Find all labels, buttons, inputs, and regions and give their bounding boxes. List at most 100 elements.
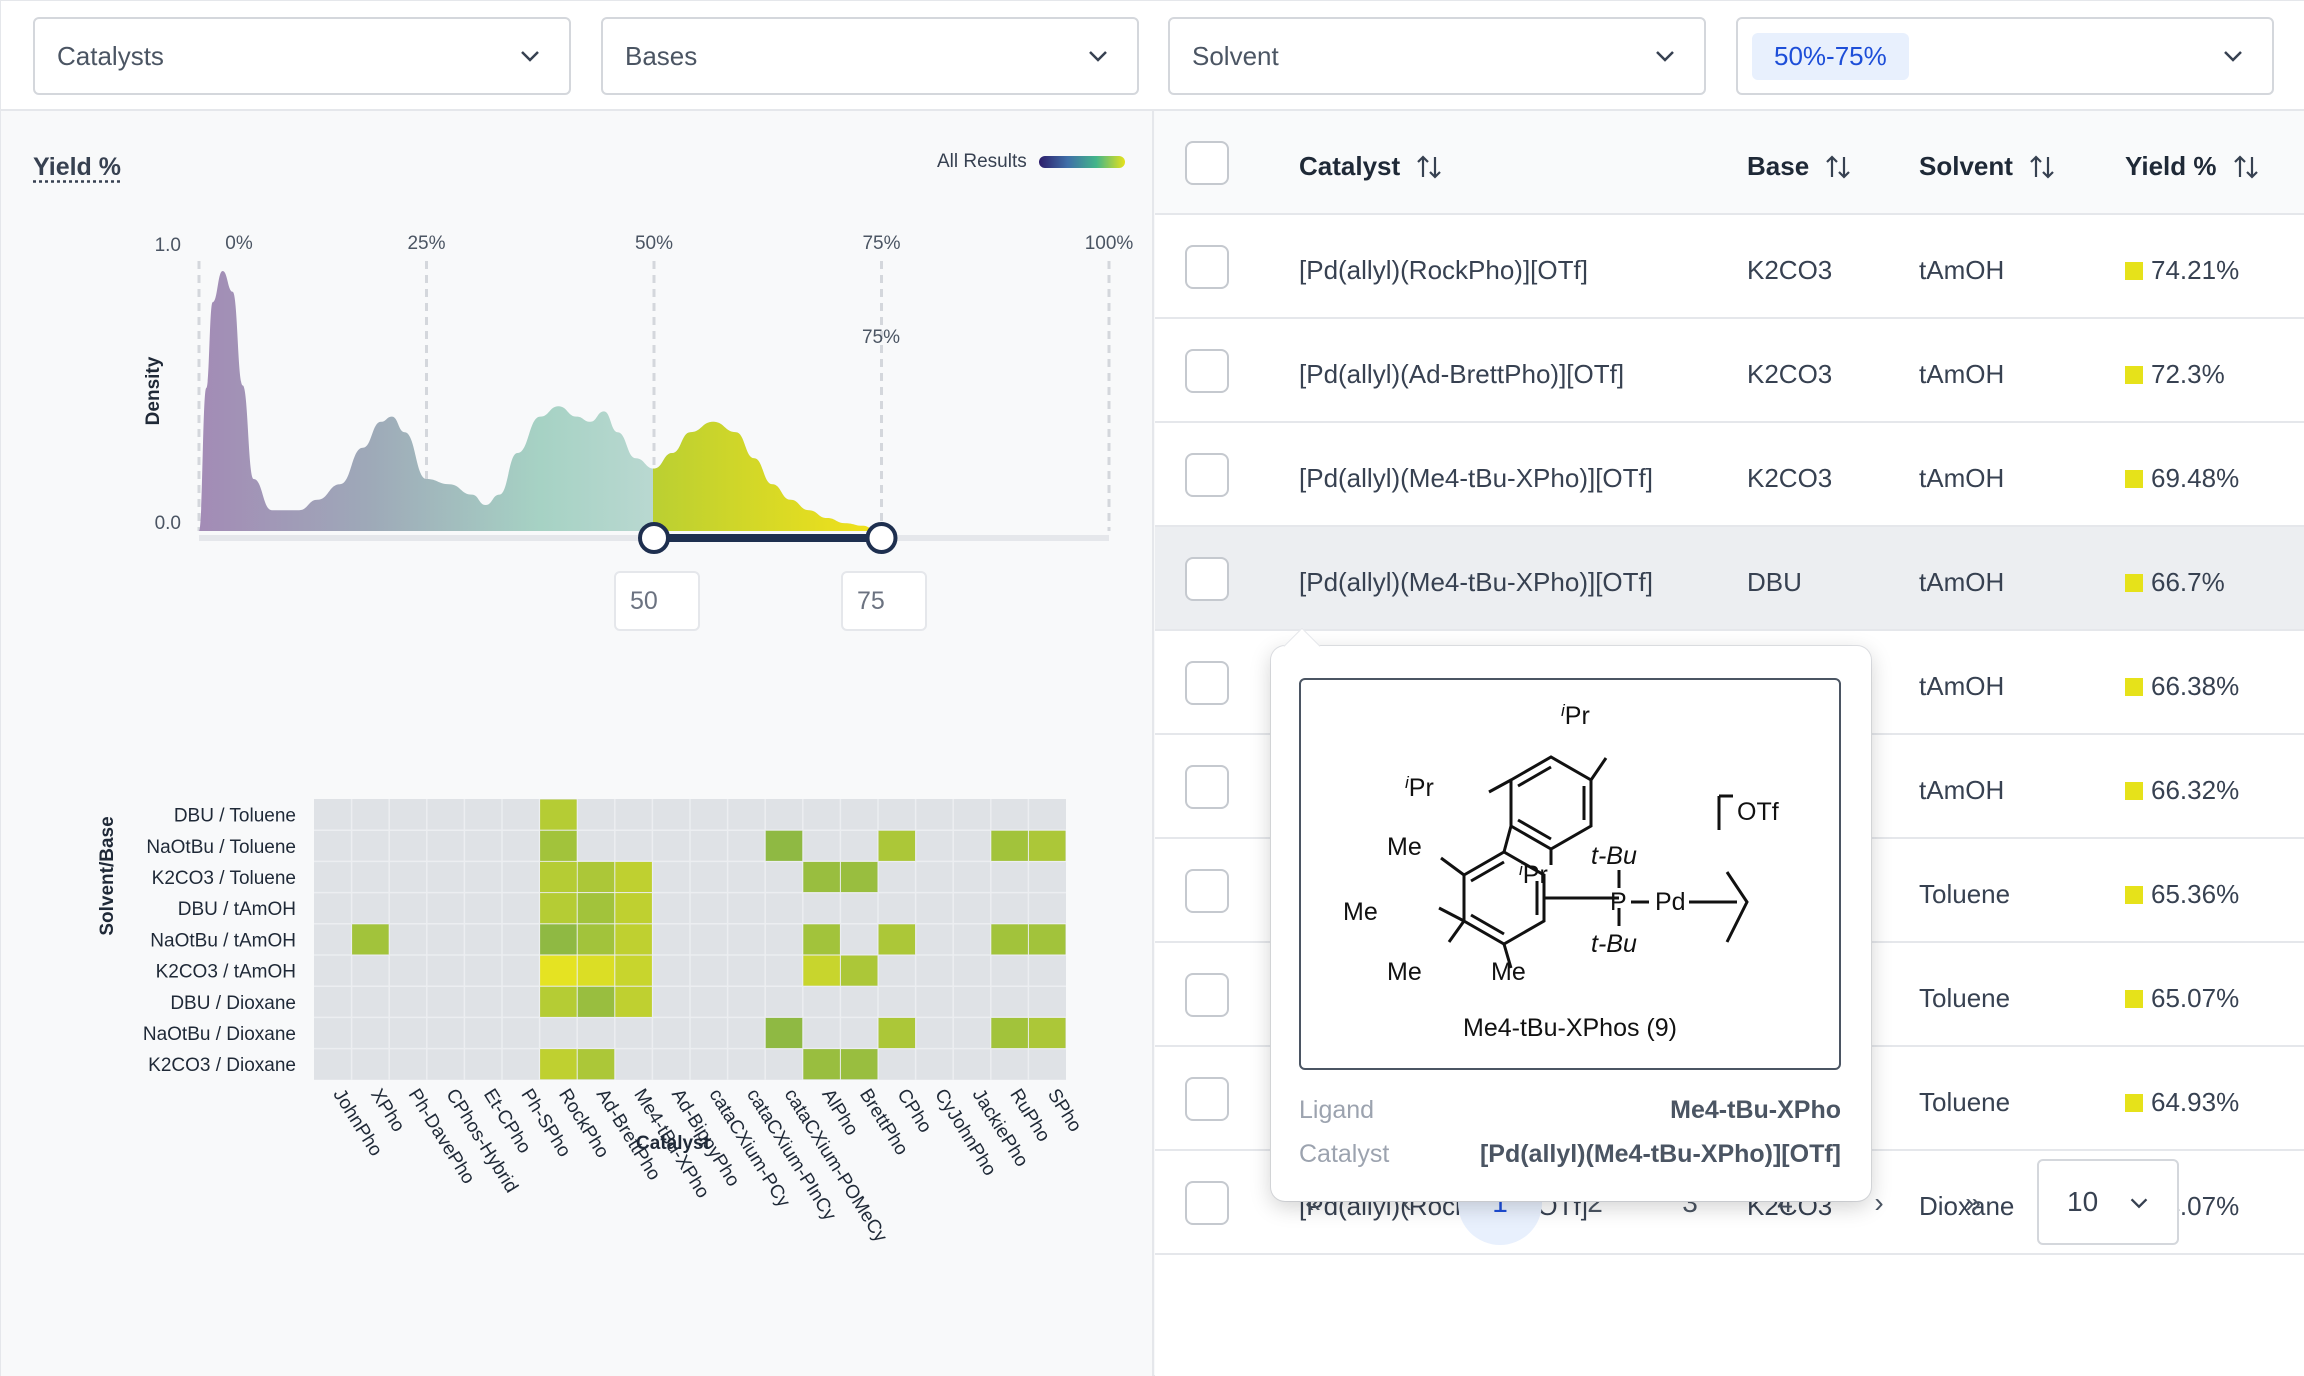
column-header-yield[interactable]: Yield %: [2125, 151, 2261, 182]
table-header: Catalyst Base Solvent Yield %: [1155, 111, 2304, 215]
heatmap-cell[interactable]: [540, 830, 577, 861]
table-row[interactable]: [Pd(allyl)(Ad-BrettPho)][OTf] K2CO3 tAmOH 7…: [1155, 319, 2304, 423]
column-header-base[interactable]: Base: [1747, 151, 1853, 182]
row-checkbox[interactable]: [1185, 973, 1229, 1017]
heatmap-cell[interactable]: [878, 830, 916, 861]
row-checkbox[interactable]: [1185, 245, 1229, 289]
heatmap-row-label: K2CO3 / Toluene: [152, 868, 296, 889]
heatmap-cell[interactable]: [1028, 924, 1066, 955]
range-handle-high[interactable]: [865, 522, 898, 554]
prev-page-button[interactable]: ‹: [1402, 1187, 1412, 1218]
yield-swatch: [2125, 886, 2143, 904]
heatmap-cell[interactable]: [765, 1017, 803, 1049]
heatmap-cell[interactable]: [840, 955, 878, 986]
row-checkbox[interactable]: [1185, 557, 1229, 601]
heatmap-cell[interactable]: [840, 861, 878, 893]
heatmap-cell[interactable]: [540, 861, 577, 893]
table-row[interactable]: [Pd(allyl)(RockPho)][OTf] K2CO3 tAmOH 74.21…: [1155, 215, 2304, 319]
tbu-label: t-Bu: [1591, 930, 1637, 958]
row-checkbox[interactable]: [1185, 453, 1229, 497]
heatmap-cell[interactable]: [615, 861, 652, 893]
heatmap-cell[interactable]: [803, 1049, 840, 1080]
heatmap-cell[interactable]: [540, 955, 577, 986]
row-checkbox[interactable]: [1185, 1077, 1229, 1121]
sort-icon: [2233, 154, 2258, 179]
cell-solvent: tAmOH: [1919, 775, 2005, 805]
heatmap-cell[interactable]: [540, 924, 577, 955]
legend-gradient: [1038, 156, 1125, 168]
heatmap-cell[interactable]: [540, 799, 577, 830]
heatmap-cell[interactable]: [577, 924, 615, 955]
heatmap-cell[interactable]: [615, 924, 652, 955]
cell-yield-value: 65.36%: [2151, 879, 2240, 909]
heatmap-cell[interactable]: [577, 955, 615, 986]
cell-yield: 66.38%: [2125, 671, 2239, 702]
cell-yield-value: 64.93%: [2151, 1087, 2240, 1117]
heatmap-cell[interactable]: [765, 830, 803, 861]
range-low-input[interactable]: 50: [614, 571, 700, 631]
heatmap-cell[interactable]: [577, 861, 615, 893]
range-handle-low[interactable]: [638, 522, 670, 554]
cell-yield-value: 72.3%: [2151, 359, 2225, 389]
cell-yield: 69.48%: [2125, 463, 2239, 494]
row-checkbox[interactable]: [1185, 765, 1229, 809]
yield-swatch: [2125, 678, 2143, 696]
sort-icon: [1826, 154, 1850, 179]
page-size-select[interactable]: 10: [2037, 1159, 2179, 1245]
heatmap-cell[interactable]: [540, 893, 577, 924]
heatmap-cell[interactable]: [615, 893, 652, 924]
heatmap-cell[interactable]: [991, 830, 1028, 861]
last-page-button[interactable]: »: [1965, 1187, 1981, 1218]
heatmap-cell[interactable]: [577, 1049, 615, 1080]
heatmap-cell[interactable]: [615, 955, 652, 986]
solvent-dropdown[interactable]: Solvent: [1168, 17, 1706, 95]
heatmap-cell[interactable]: [615, 986, 652, 1017]
yield-swatch: [2125, 366, 2143, 384]
chevron-down-icon: [1089, 51, 1107, 62]
yield-swatch: [2125, 262, 2143, 280]
heatmap-row-label: DBU / tAmOH: [178, 899, 296, 920]
table-row[interactable]: [Pd(allyl)(Me4-tBu-XPho)][OTf] DBU tAmOH 66…: [1155, 527, 2304, 631]
row-checkbox[interactable]: [1185, 661, 1229, 705]
density-x-tick: 100%: [1085, 233, 1134, 254]
row-checkbox[interactable]: [1185, 869, 1229, 913]
structure-caption: Me4-tBu-XPhos (9): [1463, 1014, 1677, 1042]
catalysts-dropdown[interactable]: Catalysts: [33, 17, 571, 95]
heatmap-cell[interactable]: [803, 861, 840, 893]
heatmap-cell[interactable]: [878, 1017, 916, 1049]
heatmap-cell[interactable]: [577, 986, 615, 1017]
row-checkbox[interactable]: [1185, 349, 1229, 393]
cell-solvent: tAmOH: [1919, 255, 2005, 285]
yield-swatch: [2125, 574, 2143, 592]
yield-range-chip[interactable]: 50%-75%: [1752, 32, 1909, 80]
row-checkbox[interactable]: [1185, 1181, 1229, 1225]
heatmap-cell[interactable]: [1028, 1017, 1066, 1049]
heatmap-cell[interactable]: [840, 1049, 878, 1080]
cell-catalyst: [Pd(allyl)(RockPho)][OTf]: [1299, 255, 1588, 285]
density-x-tick: 0%: [225, 233, 253, 254]
heatmap-cell[interactable]: [991, 1017, 1028, 1049]
heatmap-cell[interactable]: [540, 986, 577, 1017]
me-label: Me: [1387, 958, 1422, 986]
column-header-catalyst[interactable]: Catalyst: [1299, 151, 1444, 182]
heatmap-cell[interactable]: [540, 1049, 577, 1080]
heatmap-cell[interactable]: [803, 924, 840, 955]
heatmap-cell[interactable]: [1028, 830, 1066, 861]
bases-dropdown[interactable]: Bases: [601, 17, 1139, 95]
cell-catalyst: [Pd(allyl)(Me4-tBu-XPho)][OTf]: [1299, 463, 1653, 493]
next-page-button[interactable]: ›: [1874, 1187, 1884, 1218]
column-header-solvent[interactable]: Solvent: [1919, 151, 2057, 182]
select-all-checkbox[interactable]: [1185, 141, 1229, 185]
cell-solvent: tAmOH: [1919, 463, 2005, 493]
table-row[interactable]: [Pd(allyl)(Me4-tBu-XPho)][OTf] K2CO3 tAmOH…: [1155, 423, 2304, 527]
heatmap-cell[interactable]: [803, 955, 840, 986]
chart-legend: All Results: [937, 151, 1125, 173]
heatmap-cell[interactable]: [352, 924, 389, 955]
cell-solvent: tAmOH: [1919, 567, 2005, 597]
density-axis-label: Density: [143, 356, 164, 425]
range-high-input[interactable]: 75: [841, 571, 927, 631]
heatmap-cell[interactable]: [878, 924, 916, 955]
heatmap-cell[interactable]: [991, 924, 1028, 955]
heatmap-cell[interactable]: [577, 893, 615, 924]
yield-range-dropdown[interactable]: 50%-75%: [1736, 17, 2274, 95]
